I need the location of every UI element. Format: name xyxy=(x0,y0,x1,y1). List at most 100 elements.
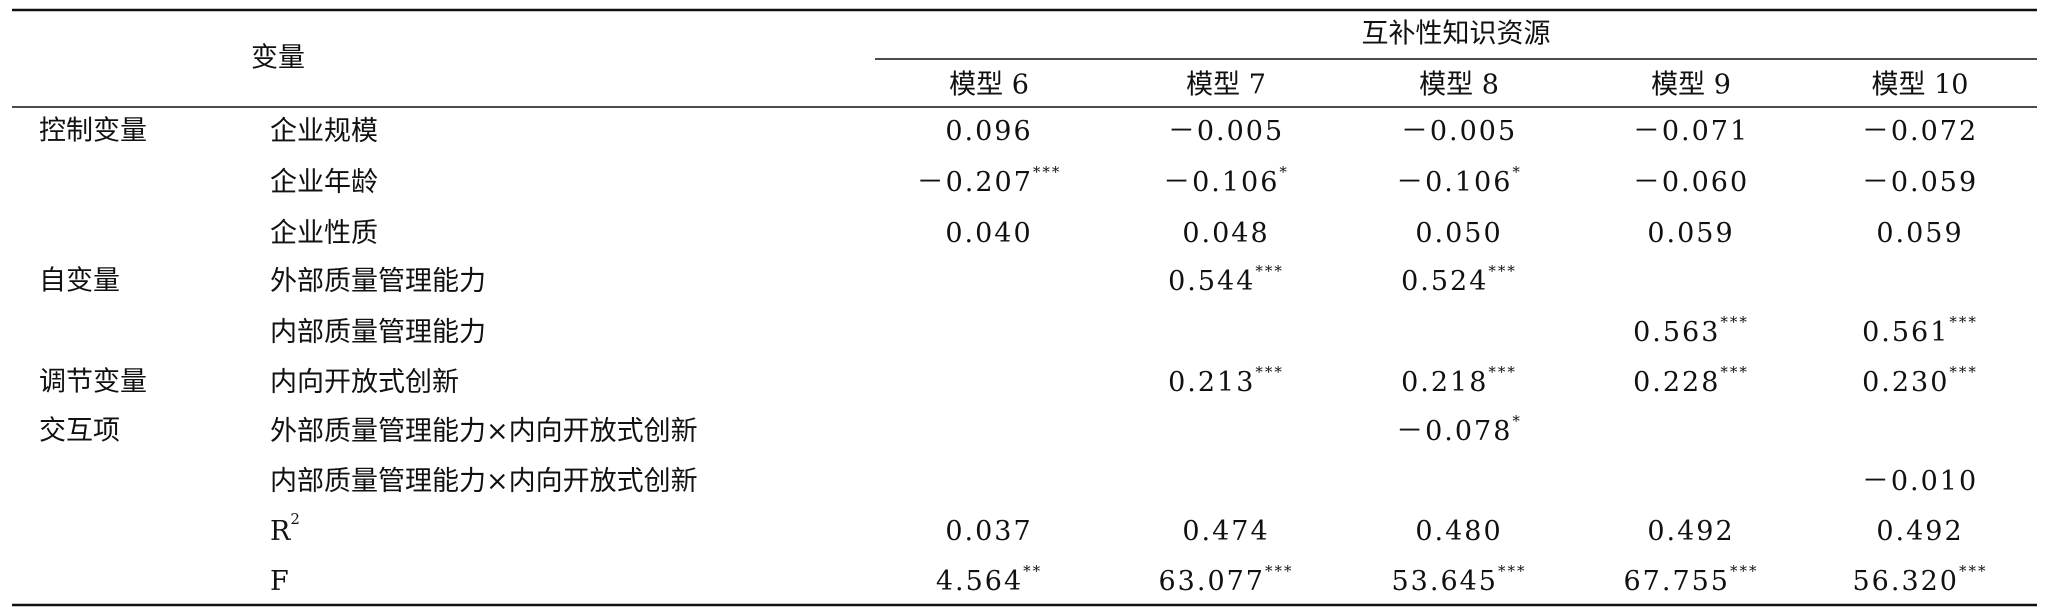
value-text: 0.524 xyxy=(1401,266,1488,297)
cell-value: 63.077*** xyxy=(1159,562,1294,597)
cell-value: －0.059 xyxy=(1862,167,1978,198)
cell-value: 0.048 xyxy=(1182,218,1269,249)
value-text: 0.492 xyxy=(1647,516,1734,547)
cell-value: 0.544*** xyxy=(1168,262,1284,297)
variable-superscript: 2 xyxy=(290,510,300,528)
variable-text: 内向开放式创新 xyxy=(270,367,459,398)
value-text: 0.492 xyxy=(1876,516,1963,547)
cell-value: －0.010 xyxy=(1862,466,1978,497)
cell-value: 53.645*** xyxy=(1392,562,1527,597)
value-text: 0.228 xyxy=(1633,367,1720,398)
model-header: 模型 10 xyxy=(1872,70,1969,101)
value-text: －0.005 xyxy=(1401,116,1517,147)
value-text: 0.059 xyxy=(1647,218,1734,249)
group-label: 调节变量 xyxy=(39,367,147,398)
significance: *** xyxy=(1949,363,1978,381)
significance: *** xyxy=(1949,313,1978,331)
variable-text: R xyxy=(270,516,291,547)
significance: *** xyxy=(1488,363,1517,381)
cell-value: 67.755*** xyxy=(1624,562,1759,597)
value-text: －0.059 xyxy=(1862,167,1978,198)
cell-value: －0.078* xyxy=(1396,412,1522,447)
variable-label: 企业性质 xyxy=(270,218,378,249)
cell-value: 0.563*** xyxy=(1633,313,1749,348)
value-text: －0.072 xyxy=(1862,116,1978,147)
cell-value: 0.218*** xyxy=(1401,363,1517,398)
variable-text: 内部质量管理能力 xyxy=(270,317,486,348)
significance: *** xyxy=(1730,562,1759,580)
cell-value: 4.564** xyxy=(936,562,1042,597)
value-text: －0.071 xyxy=(1633,116,1749,147)
variable-text: 企业规模 xyxy=(270,116,378,147)
cell-value: －0.106* xyxy=(1163,163,1289,198)
model-header: 模型 8 xyxy=(1419,70,1499,101)
value-text: 4.564 xyxy=(936,566,1023,597)
value-text: 53.645 xyxy=(1392,566,1498,597)
cell-value: 0.096 xyxy=(945,116,1032,147)
variable-label: 企业年龄 xyxy=(270,167,378,198)
cell-value: －0.071 xyxy=(1633,116,1749,147)
significance: *** xyxy=(1720,363,1749,381)
cell-value: 0.037 xyxy=(945,516,1032,547)
variable-text: 外部质量管理能力 xyxy=(270,266,486,297)
value-text: 0.213 xyxy=(1168,367,1255,398)
value-text: 0.040 xyxy=(945,218,1032,249)
cell-value: －0.060 xyxy=(1633,167,1749,198)
group-label: 控制变量 xyxy=(39,116,147,147)
cell-value: －0.005 xyxy=(1401,116,1517,147)
cell-value: 0.492 xyxy=(1876,516,1963,547)
value-text: 67.755 xyxy=(1624,566,1730,597)
value-text: 0.218 xyxy=(1401,367,1488,398)
value-text: 0.037 xyxy=(945,516,1032,547)
cell-value: －0.072 xyxy=(1862,116,1978,147)
variable-label: 内向开放式创新 xyxy=(270,367,459,398)
variable-label: 企业规模 xyxy=(270,116,378,147)
cell-value: 0.059 xyxy=(1876,218,1963,249)
significance: *** xyxy=(1959,562,1988,580)
group-header: 互补性知识资源 xyxy=(1362,19,1551,50)
variable-label: 内部质量管理能力 xyxy=(270,317,486,348)
cell-value: 0.524*** xyxy=(1401,262,1517,297)
cell-value: 0.230*** xyxy=(1862,363,1978,398)
cell-value: 0.480 xyxy=(1415,516,1502,547)
variable-text: 外部质量管理能力×内向开放式创新 xyxy=(270,416,698,447)
value-text: 0.474 xyxy=(1182,516,1269,547)
cell-value: 0.059 xyxy=(1647,218,1734,249)
value-text: 0.563 xyxy=(1633,317,1720,348)
cell-value: －0.106* xyxy=(1396,163,1522,198)
significance: * xyxy=(1279,163,1289,181)
significance: *** xyxy=(1488,262,1517,280)
value-text: 0.048 xyxy=(1182,218,1269,249)
value-text: 0.480 xyxy=(1415,516,1502,547)
significance: *** xyxy=(1498,562,1527,580)
variable-label: R2 xyxy=(270,510,300,547)
significance: *** xyxy=(1265,562,1294,580)
significance: *** xyxy=(1255,363,1284,381)
value-text: －0.010 xyxy=(1862,466,1978,497)
model-header: 模型 6 xyxy=(949,70,1029,101)
value-text: 0.230 xyxy=(1862,367,1949,398)
value-text: 56.320 xyxy=(1853,566,1959,597)
cell-value: 0.213*** xyxy=(1168,363,1284,398)
model-header: 模型 7 xyxy=(1186,70,1266,101)
cell-value: 0.492 xyxy=(1647,516,1734,547)
significance: *** xyxy=(1720,313,1749,331)
value-text: 0.059 xyxy=(1876,218,1963,249)
variable-label: 外部质量管理能力×内向开放式创新 xyxy=(270,416,698,447)
cell-value: 0.561*** xyxy=(1862,313,1978,348)
significance: *** xyxy=(1033,163,1062,181)
value-text: －0.078 xyxy=(1396,416,1512,447)
variable-label: 外部质量管理能力 xyxy=(270,266,486,297)
value-text: 0.544 xyxy=(1168,266,1255,297)
significance: * xyxy=(1512,163,1522,181)
value-text: 63.077 xyxy=(1159,566,1265,597)
value-text: －0.106 xyxy=(1163,167,1279,198)
significance: *** xyxy=(1255,262,1284,280)
value-text: 0.096 xyxy=(945,116,1032,147)
cell-value: 56.320*** xyxy=(1853,562,1988,597)
value-text: －0.106 xyxy=(1396,167,1512,198)
variable-header: 变量 xyxy=(251,43,305,74)
cell-value: 0.040 xyxy=(945,218,1032,249)
